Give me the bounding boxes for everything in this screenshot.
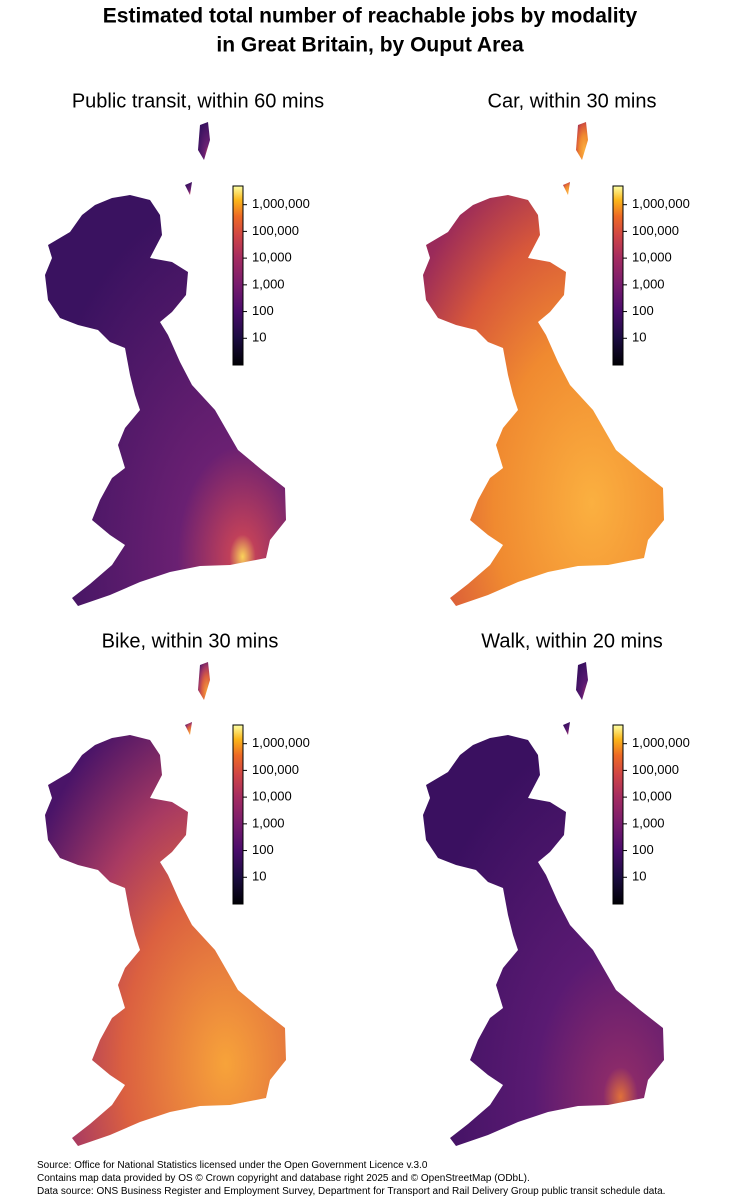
colorbar-label: 1,000 xyxy=(252,815,285,830)
colorbar-label: 10,000 xyxy=(632,250,672,265)
colorbar-label: 1,000 xyxy=(252,276,285,291)
colorbar-label: 1,000,000 xyxy=(632,735,690,750)
panel-title: Walk, within 20 mins xyxy=(481,630,663,652)
colorbar-label: 100 xyxy=(632,842,654,857)
colorbar xyxy=(612,724,624,905)
panel-title: Car, within 30 mins xyxy=(488,90,657,112)
colorbar-label: 10,000 xyxy=(252,250,292,265)
colorbar-label: 10 xyxy=(632,330,646,345)
map xyxy=(45,122,286,606)
footnote: Source: Office for National Statistics l… xyxy=(37,1160,428,1171)
colorbar-label: 10,000 xyxy=(632,789,672,804)
colorbar-label: 100,000 xyxy=(632,223,679,238)
colorbar-label: 100,000 xyxy=(252,762,299,777)
panel-title: Public transit, within 60 mins xyxy=(72,90,324,112)
map xyxy=(423,122,664,606)
title: in Great Britain, by Ouput Area xyxy=(216,34,524,57)
colorbar-label: 100 xyxy=(252,303,274,318)
colorbar-label: 100 xyxy=(632,303,654,318)
colorbar xyxy=(612,185,624,366)
colorbar-label: 1,000 xyxy=(632,815,665,830)
title: Estimated total number of reachable jobs… xyxy=(103,5,638,28)
map xyxy=(45,662,286,1146)
colorbar-label: 100 xyxy=(252,842,274,857)
footnote: Contains map data provided by OS © Crown… xyxy=(37,1173,530,1184)
colorbar-label: 10 xyxy=(632,869,646,884)
map xyxy=(423,662,664,1146)
panel-title: Bike, within 30 mins xyxy=(102,630,279,652)
footnote: Data source: ONS Business Register and E… xyxy=(37,1186,665,1197)
colorbar-label: 10,000 xyxy=(252,789,292,804)
colorbar-label: 100,000 xyxy=(252,223,299,238)
colorbar-label: 10 xyxy=(252,869,266,884)
colorbar-label: 100,000 xyxy=(632,762,679,777)
colorbar-label: 10 xyxy=(252,330,266,345)
colorbar-label: 1,000,000 xyxy=(252,735,310,750)
colorbar-label: 1,000,000 xyxy=(632,196,690,211)
colorbar-label: 1,000 xyxy=(632,276,665,291)
colorbar xyxy=(232,724,244,905)
colorbar-label: 1,000,000 xyxy=(252,196,310,211)
colorbar xyxy=(232,185,244,366)
